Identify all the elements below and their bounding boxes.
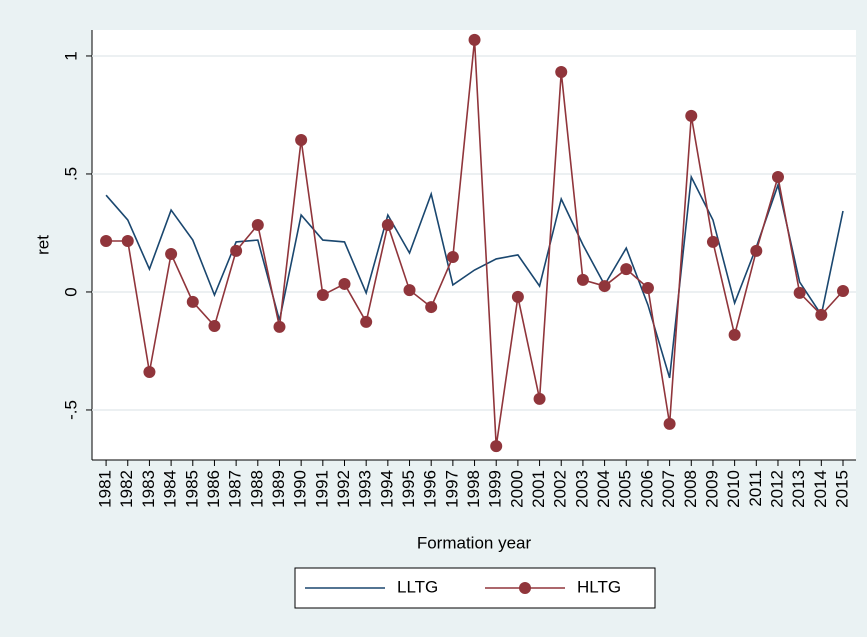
point (555, 66, 568, 79)
x-tick-label: 1998 (464, 470, 483, 508)
point (663, 417, 676, 430)
point (273, 320, 286, 333)
x-tick-label: 1982 (117, 470, 136, 508)
x-tick-label: 2003 (572, 470, 591, 508)
x-tick-label: 1995 (399, 470, 418, 508)
point (598, 280, 611, 293)
y-tick-label: 0 (61, 287, 80, 296)
x-tick-label: 1999 (486, 470, 505, 508)
x-tick-label: 1986 (204, 470, 223, 508)
x-tick-label: 2013 (789, 470, 808, 508)
point (316, 289, 329, 302)
x-tick-label: 1996 (421, 470, 440, 508)
x-tick-label: 1993 (356, 470, 375, 508)
series-line (105, 174, 844, 379)
x-tick-label: 2001 (529, 470, 548, 508)
point (685, 109, 698, 122)
point (143, 365, 156, 378)
point (230, 244, 243, 257)
point (641, 281, 654, 294)
x-tick-label: 2015 (832, 470, 851, 508)
x-tick-label: 2007 (659, 470, 678, 508)
point (836, 285, 849, 298)
y-axis-title: ret (33, 235, 52, 255)
point (793, 286, 806, 299)
x-tick-label: 1989 (269, 470, 288, 508)
x-tick-label: 1987 (226, 470, 245, 508)
x-tick-label: 2008 (681, 470, 700, 508)
point (468, 33, 481, 46)
point (706, 235, 719, 248)
point (750, 244, 763, 257)
x-tick-label: 1981 (96, 470, 115, 508)
point (620, 263, 633, 276)
point (425, 301, 438, 314)
point (381, 218, 394, 231)
x-tick-label: 2010 (724, 470, 743, 508)
legend-marker (519, 582, 531, 594)
point (511, 290, 524, 303)
x-tick-label: 1991 (312, 470, 331, 508)
x-tick-label: 1990 (291, 470, 310, 508)
point (165, 247, 178, 260)
x-tick-label: 1992 (334, 470, 353, 508)
x-tick-label: 1984 (161, 470, 180, 508)
point (446, 251, 459, 264)
x-tick-label: 2012 (767, 470, 786, 508)
x-tick-label: 2004 (594, 470, 613, 508)
x-tick-label: 1988 (247, 470, 266, 508)
point (533, 392, 546, 405)
point (490, 440, 503, 453)
x-tick-label: 2005 (616, 470, 635, 508)
y-tick-label: 1 (61, 51, 80, 60)
x-tick-label: 1983 (139, 470, 158, 508)
y-tick-label: -.5 (61, 400, 80, 420)
x-tick-label: 1994 (377, 470, 396, 508)
legend-label: HLTG (577, 577, 621, 596)
point (121, 234, 134, 247)
point (728, 328, 741, 341)
point (186, 295, 199, 308)
x-tick-label: 1985 (182, 470, 201, 508)
point (295, 133, 308, 146)
plot-area (92, 30, 856, 460)
x-tick-label: 2006 (637, 470, 656, 508)
point (208, 319, 221, 332)
x-tick-label: 2009 (702, 470, 721, 508)
point (815, 308, 828, 321)
point (338, 277, 351, 290)
legend-label: LLTG (397, 577, 438, 596)
x-tick-label: 2002 (551, 470, 570, 508)
x-tick-label: 1997 (442, 470, 461, 508)
point (576, 273, 589, 286)
point (251, 218, 264, 231)
point (100, 234, 113, 247)
x-tick-label: 2011 (746, 470, 765, 507)
point (403, 284, 416, 297)
y-tick-label: .5 (61, 167, 80, 181)
point (360, 315, 373, 328)
x-axis-title: Formation year (417, 533, 532, 552)
point (771, 171, 784, 184)
x-tick-label: 2000 (507, 470, 526, 508)
x-tick-label: 2014 (811, 470, 830, 508)
